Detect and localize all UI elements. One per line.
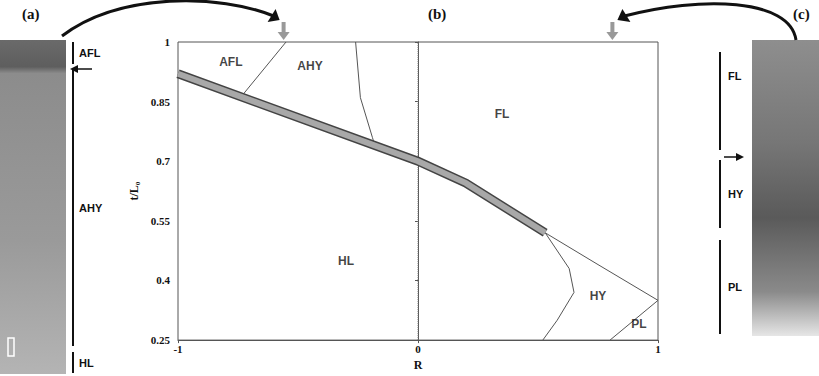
svg-text:HL: HL	[79, 357, 94, 369]
svg-text:0: 0	[415, 343, 421, 355]
svg-text:0.25: 0.25	[151, 334, 171, 346]
svg-text:AFL: AFL	[79, 47, 101, 59]
svg-text:PL: PL	[631, 317, 646, 331]
svg-text:0.55: 0.55	[151, 215, 171, 227]
svg-text:t/L₀: t/L₀	[127, 181, 141, 200]
svg-text:AHY: AHY	[79, 202, 103, 214]
svg-text:0.4: 0.4	[156, 274, 170, 286]
svg-text:1: 1	[655, 343, 661, 355]
svg-text:(b): (b)	[428, 6, 446, 23]
svg-text:HY: HY	[590, 289, 607, 303]
svg-text:(c): (c)	[793, 6, 810, 23]
svg-text:FL: FL	[728, 70, 742, 82]
svg-text:-1: -1	[173, 343, 182, 355]
svg-text:AFL: AFL	[219, 55, 242, 69]
svg-text:1: 1	[165, 36, 171, 48]
svg-text:HY: HY	[728, 188, 744, 200]
svg-text:0.85: 0.85	[151, 96, 171, 108]
svg-text:AHY: AHY	[297, 59, 322, 73]
svg-text:R: R	[414, 358, 423, 372]
svg-text:HL: HL	[338, 254, 354, 268]
svg-text:0.7: 0.7	[156, 155, 170, 167]
svg-text:PL: PL	[728, 281, 742, 293]
svg-text:(a): (a)	[22, 6, 40, 23]
svg-text:FL: FL	[495, 107, 510, 121]
